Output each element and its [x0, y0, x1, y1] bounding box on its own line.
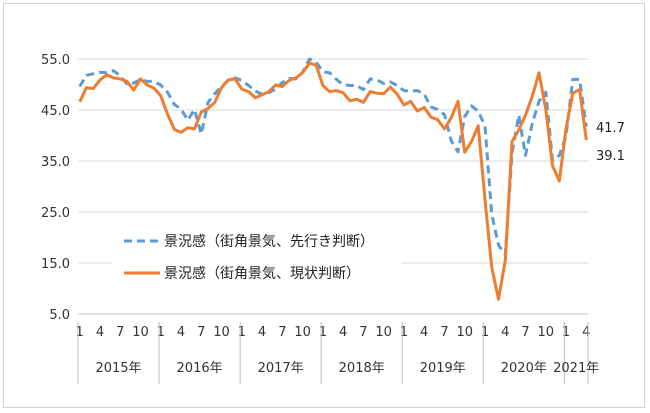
x-tick-label: 7	[440, 325, 448, 340]
y-tick-label: 45.0	[41, 104, 70, 119]
x-tick-label: 4	[339, 325, 347, 340]
year-label: 2021年	[553, 361, 599, 376]
y-tick-label: 15.0	[41, 257, 70, 272]
x-tick-label: 1	[481, 325, 489, 340]
x-tick-label: 7	[197, 325, 205, 340]
year-label: 2019年	[420, 361, 466, 376]
y-tick-label: 5.0	[49, 308, 70, 323]
x-tick-label: 10	[456, 325, 473, 340]
x-tick-label: 4	[177, 325, 185, 340]
x-tick-label: 4	[582, 325, 590, 340]
year-label: 2017年	[258, 361, 304, 376]
x-tick-label: 4	[96, 325, 104, 340]
x-tick-label: 4	[258, 325, 266, 340]
x-tick-label: 1	[76, 325, 84, 340]
series-line-current	[78, 61, 588, 301]
x-tick-label: 10	[538, 325, 555, 340]
x-tick-label: 10	[132, 325, 149, 340]
x-tick-label: 10	[213, 325, 230, 340]
x-tick-label: 4	[501, 325, 509, 340]
x-tick-label: 1	[319, 325, 327, 340]
end-value-label: 41.7	[596, 121, 625, 136]
x-tick-label: 4	[420, 325, 428, 340]
year-label: 2016年	[177, 361, 223, 376]
year-label: 2018年	[339, 361, 385, 376]
series-layer	[78, 57, 588, 301]
year-label: 2015年	[95, 361, 141, 376]
x-tick-label: 7	[278, 325, 286, 340]
chart-frame	[3, 3, 645, 408]
legend-label-forecast: 景況感（街角景気、先行き判断）	[164, 233, 374, 250]
end-labels: 41.7 39.1	[596, 121, 625, 164]
legend: 景況感（街角景気、先行き判断） 景況感（街角景気、現状判断）	[112, 225, 402, 297]
y-tick-label: 25.0	[41, 206, 70, 221]
year-label: 2020年	[501, 361, 547, 376]
legend-box	[112, 225, 402, 297]
y-tick-label: 35.0	[41, 155, 70, 170]
x-tick-label: 7	[116, 325, 124, 340]
x-tick-label: 10	[375, 325, 392, 340]
x-tick-label: 7	[359, 325, 367, 340]
y-tick-label: 55.0	[41, 53, 70, 68]
x-tick-label: 1	[562, 325, 570, 340]
x-tick-label: 1	[238, 325, 246, 340]
x-tick-label: 1	[400, 325, 408, 340]
x-tick-label: 1	[157, 325, 165, 340]
end-value-label: 39.1	[596, 149, 625, 164]
legend-label-current: 景況感（街角景気、現状判断）	[164, 265, 360, 282]
x-tick-label: 10	[294, 325, 311, 340]
y-axis-ticks: 5.0 15.0 25.0 35.0 45.0 55.0	[41, 53, 70, 323]
x-tick-label: 7	[521, 325, 529, 340]
